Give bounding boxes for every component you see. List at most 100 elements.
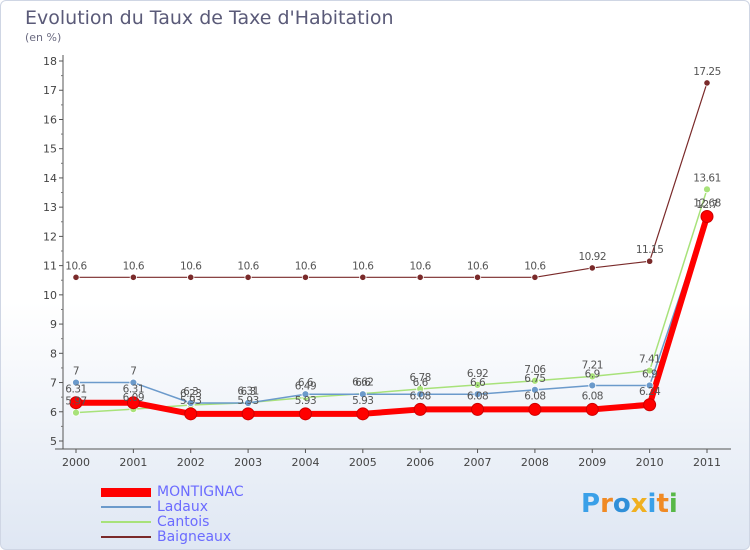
data-label-baigneaux: 10.6 [409,260,431,272]
data-label-baigneaux: 10.6 [467,260,489,272]
data-point-ladaux [301,390,310,399]
series-line-ladaux [76,215,708,404]
data-point-montignac [528,402,542,416]
y-tick-label: 9 [50,318,57,331]
logo-letter: x [630,489,648,519]
data-point-ladaux [645,381,654,390]
data-label-cantois: 7.21 [582,359,603,371]
data-point-ladaux [473,390,482,399]
data-point-cantois [588,372,597,381]
data-label-cantois: 6.62 [352,377,373,389]
y-tick-label: 16 [43,113,57,126]
data-label-ladaux: 6.75 [524,373,545,385]
logo-letter: o [612,489,631,519]
logo-letter: r [600,489,613,519]
data-label-montignac: 6.08 [524,390,545,402]
data-label-baigneaux: 10.6 [524,260,546,272]
data-label-montignac: 6.31 [123,384,144,396]
y-tick-label: 14 [43,172,57,185]
data-point-baigneaux [244,273,252,281]
data-point-ladaux [588,381,597,390]
data-point-montignac [356,407,370,421]
data-label-ladaux: 6.3 [183,386,198,398]
data-label-baigneaux: 10.6 [123,260,145,272]
data-point-montignac [471,402,485,416]
x-tick-label: 2004 [291,456,319,469]
y-tick-label: 5 [50,435,57,448]
legend-swatch [101,487,151,497]
data-point-montignac [126,396,140,410]
data-label-ladaux: 12.7 [696,199,717,211]
y-tick-label: 11 [43,260,57,273]
data-point-baigneaux [416,273,424,281]
data-point-ladaux [72,378,80,387]
data-point-baigneaux [531,273,539,281]
x-tick-label: 2008 [521,456,549,469]
data-label-baigneaux: 17.25 [693,66,721,78]
y-tick-label: 12 [43,230,57,243]
chart-subtitle: (en %) [25,31,62,44]
legend-swatch [101,536,151,538]
proxiti-logo: Proxiti [581,489,678,519]
y-tick-label: 17 [43,84,57,97]
data-label-cantois: 6.92 [467,368,488,380]
data-point-ladaux [244,399,252,407]
data-point-montignac [585,402,599,416]
data-point-baigneaux [646,257,654,265]
data-point-montignac [69,396,83,410]
data-point-montignac [700,210,714,224]
y-tick-label: 18 [43,55,57,68]
data-point-montignac [298,407,312,421]
y-tick-label: 8 [50,347,57,360]
data-label-ladaux: 6.9 [585,368,600,380]
chart-title: Evolution du Taux de Taxe d'Habitation [25,7,394,29]
legend-swatch [101,521,151,523]
series-line-baigneaux [76,82,708,278]
data-label-baigneaux: 10.6 [180,260,202,272]
x-tick-label: 2009 [578,456,606,469]
data-point-cantois [645,366,654,375]
data-label-ladaux: 6.6 [298,377,314,389]
data-label-montignac: 12.68 [693,198,721,210]
data-label-cantois: 6.09 [123,392,144,404]
data-point-ladaux [186,399,195,407]
data-label-montignac: 5.93 [237,395,258,407]
legend-label: Baigneaux [157,529,232,545]
data-label-ladaux: 6.9 [642,368,657,380]
data-label-cantois: 6.78 [409,372,430,384]
x-tick-label: 2000 [62,456,90,469]
data-label-montignac: 6.08 [467,390,488,402]
data-label-baigneaux: 10.6 [295,260,317,272]
data-point-baigneaux [72,273,80,281]
data-label-montignac: 5.93 [180,395,201,407]
data-label-cantois: 6.49 [295,380,316,392]
legend-label: MONTIGNAC [157,484,244,500]
data-label-cantois: 6.31 [237,386,258,398]
legend-swatch [101,506,151,508]
data-label-ladaux: 6.3 [240,386,255,398]
data-label-baigneaux: 10.6 [237,260,259,272]
data-point-ladaux [531,385,539,394]
data-label-cantois: 7.41 [639,354,660,366]
data-label-cantois: 7.06 [524,364,546,376]
x-tick-label: 2005 [349,456,377,469]
data-point-baigneaux [703,79,711,87]
data-point-ladaux [129,378,138,387]
data-label-montignac: 5.93 [295,395,316,407]
x-tick-label: 2010 [636,456,664,469]
data-label-montignac: 6.24 [639,386,661,398]
series-line-cantois [75,189,708,414]
data-point-baigneaux [187,273,195,281]
y-tick-label: 7 [50,377,57,390]
data-point-ladaux [416,390,425,399]
y-tick-label: 6 [50,406,57,419]
data-label-cantois: 5.97 [65,396,86,408]
data-point-ladaux [358,390,367,399]
x-tick-label: 2003 [234,456,262,469]
logo-letter: i [647,489,657,519]
logo-letter: t [656,489,669,519]
data-point-cantois [473,380,482,389]
data-point-montignac [241,407,255,421]
